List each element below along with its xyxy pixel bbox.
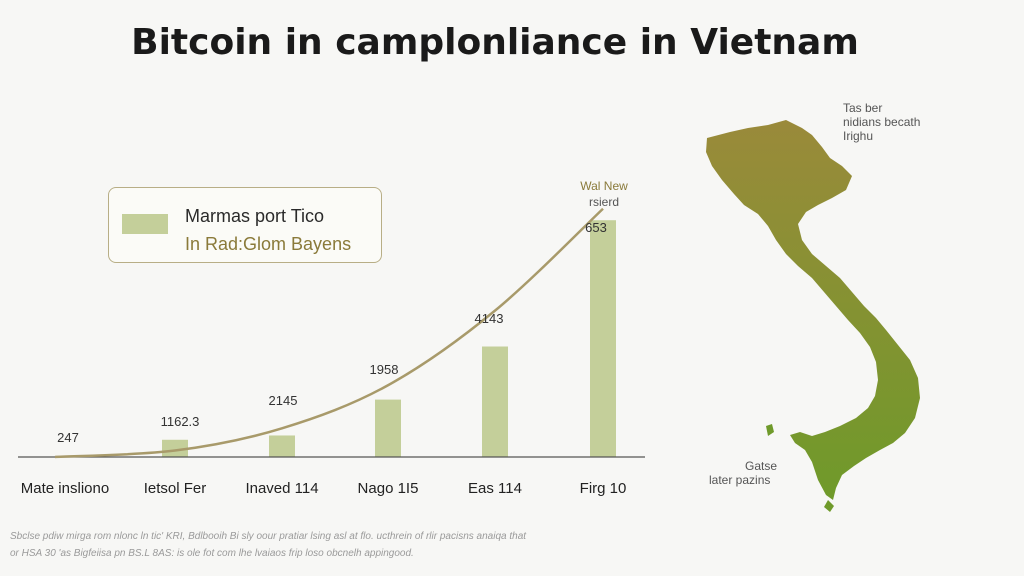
- data-label: 653: [585, 220, 607, 235]
- x-tick-label: Inaved 114: [245, 480, 318, 497]
- bar: [482, 346, 508, 457]
- map-note-line: Irighu: [843, 129, 874, 143]
- map-note-bottom: Gatse later pazins: [709, 459, 777, 487]
- chart-title: Bitcoin in camplonliance in Vietnam: [131, 22, 859, 63]
- annotation-line: rsierd: [589, 195, 619, 209]
- map-note-line: Gatse: [745, 459, 778, 473]
- x-tick-label: Firg 10: [580, 480, 627, 497]
- data-label: 1958: [370, 362, 399, 377]
- island-shape: [824, 500, 834, 512]
- footnote: Sbclse pdiw mirga rom nlonc ln tic' KRI,…: [10, 528, 670, 562]
- data-label: 247: [57, 430, 79, 445]
- bar: [162, 439, 188, 457]
- legend-label-secondary: In Rad:Glom Bayens: [185, 234, 352, 254]
- x-tick-label: Nago 1I5: [358, 480, 419, 497]
- x-tick-label: Eas 114: [468, 480, 522, 497]
- chart-legend: Marmas port Tico In Rad:Glom Bayens: [108, 187, 382, 263]
- footnote-line: or HSA 30 'as Bigfeiisa pn BS.L 8AS: is …: [10, 548, 414, 559]
- vietnam-map: [706, 120, 920, 512]
- vietnam-map-shape: [706, 120, 920, 500]
- map-note-top: Tas ber nidians becath Irighu: [843, 101, 920, 143]
- annotation-line: Wal New: [580, 179, 628, 193]
- bar: [375, 399, 401, 457]
- map-note-line: nidians becath: [843, 115, 921, 129]
- data-label: 4143: [475, 311, 504, 326]
- map-note-line: Tas ber: [843, 101, 883, 115]
- island-shape: [766, 424, 774, 436]
- data-label: 2145: [269, 393, 298, 408]
- footnote-line: Sbclse pdiw mirga rom nlonc ln tic' KRI,…: [10, 531, 527, 542]
- legend-label-primary: Marmas port Tico: [185, 206, 325, 226]
- x-tick-label: Ietsol Fer: [144, 480, 207, 497]
- data-label: 1162.3: [161, 414, 200, 429]
- bar: [590, 220, 616, 457]
- x-tick-label: Mate insliono: [21, 480, 109, 497]
- legend-swatch: [122, 214, 168, 234]
- map-note-line: later pazins: [709, 473, 771, 487]
- trend-line: [54, 207, 604, 459]
- bar: [269, 435, 295, 457]
